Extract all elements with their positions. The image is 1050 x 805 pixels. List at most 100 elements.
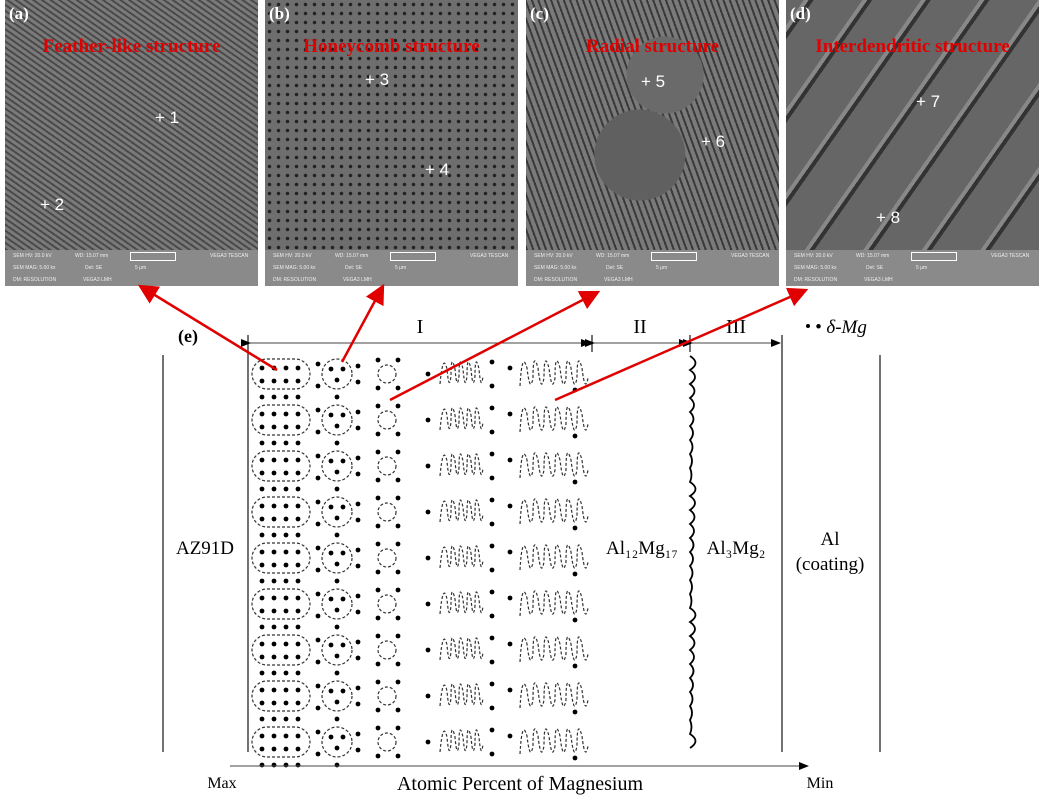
sem-mode: DM: RESOLUTION [534, 277, 578, 283]
sem-info-bar: SEM HV: 20.0 kV WD: 15.07 mm SEM MAG: 5.… [526, 250, 779, 286]
delta-mg-dot [489, 383, 495, 389]
delta-mg-dot [425, 463, 431, 469]
sem-info-bar: SEM HV: 20.0 kV WD: 15.07 mm SEM MAG: 5.… [5, 250, 258, 286]
delta-mg-dot [315, 475, 321, 481]
delta-mg-dot [295, 503, 301, 509]
eutectic-oval [251, 726, 311, 758]
delta-mg-dot [271, 532, 277, 538]
delta-mg-dot [395, 679, 401, 685]
delta-mg-dot [334, 624, 340, 630]
eutectic-oval [251, 542, 311, 574]
delta-mg-dot [489, 567, 495, 573]
delta-mg-dot [395, 385, 401, 391]
arrow-to-c [389, 290, 601, 402]
delta-mg-dot [315, 659, 321, 665]
delta-mg-dot [259, 687, 265, 693]
panel-title: Radial structure [585, 36, 720, 57]
delta-mg-dot [271, 746, 277, 752]
sem-mag: SEM MAG: 5.00 kx [534, 265, 577, 271]
delta-mg-dot [271, 503, 277, 509]
radial-cell [377, 548, 397, 568]
coating-label: (coating) [796, 554, 865, 575]
delta-mg-dot [489, 727, 495, 733]
delta-mg-dot [395, 707, 401, 713]
delta-mg-dot [328, 642, 334, 648]
delta-mg-dot [259, 532, 265, 538]
delta-mg-dot [334, 699, 340, 705]
microstructure-schematic [251, 324, 810, 768]
delta-mg-dot [259, 716, 265, 722]
delta-mg-dot [375, 385, 381, 391]
interdendritic-structure [519, 590, 589, 617]
honeycomb-cell [321, 588, 353, 620]
sem-wd: WD: 15.07 mm [596, 253, 630, 259]
zone-1-label: I [417, 316, 424, 338]
delta-mg-dot [295, 733, 301, 739]
honeycomb-cell [321, 542, 353, 574]
delta-mg-dot [507, 411, 513, 417]
delta-mg-dot [395, 725, 401, 731]
delta-mg-dot [283, 394, 289, 400]
delta-mg-dot [489, 659, 495, 665]
delta-mg-dot [355, 409, 361, 415]
delta-mg-dot [315, 361, 321, 367]
delta-mg-dot [507, 595, 513, 601]
delta-mg-dot [572, 709, 578, 715]
delta-mg-dot [355, 547, 361, 553]
delta-mg-dot [315, 453, 321, 459]
delta-mg-dot [271, 424, 277, 430]
delta-mg-dot [295, 595, 301, 601]
panel-title: Interdendritic structure [815, 36, 1010, 57]
sem-panel-c: (c) Radial structure + 5 + 6 SEM HV: 20.… [526, 0, 779, 286]
delta-mg-dot [271, 700, 277, 706]
delta-mg-dot [355, 731, 361, 737]
delta-mg-dot [489, 475, 495, 481]
delta-mg-dot [328, 550, 334, 556]
delta-mg-dot [489, 635, 495, 641]
radial-cell [377, 686, 397, 706]
delta-mg-dot [271, 670, 277, 676]
delta-mg-dot [489, 521, 495, 527]
sem-scale: 5 μm [395, 265, 407, 271]
panel-e-label: (e) [178, 326, 198, 347]
az91d-label: AZ91D [176, 538, 234, 559]
delta-mg-dot [328, 412, 334, 418]
delta-mg-dot [375, 725, 381, 731]
delta-mg-dot [375, 633, 381, 639]
delta-mg-dot [295, 516, 301, 522]
sem-det: Det: SE [85, 265, 103, 271]
sem-panel-d: (d) Interdendritic structure + 7 + 8 SEM… [786, 0, 1039, 286]
sem-info-bar: SEM HV: 20.0 kV WD: 15.07 mm SEM MAG: 5.… [786, 250, 1039, 286]
delta-mg-dot [340, 734, 346, 740]
delta-mg-dot [271, 578, 277, 584]
delta-mg-dot [315, 683, 321, 689]
sem-mode: DM: RESOLUTION [13, 277, 57, 283]
delta-mg-dot [572, 617, 578, 623]
delta-mg-dot [295, 700, 301, 706]
delta-mg-dot [334, 607, 340, 613]
delta-mg-dot [395, 403, 401, 409]
sem-mode: DM: RESOLUTION [273, 277, 317, 283]
delta-mg-dot [489, 543, 495, 549]
delta-mg-dot [283, 424, 289, 430]
delta-mg-dot [425, 417, 431, 423]
delta-mg-dot [271, 411, 277, 417]
sem-hv: SEM HV: 20.0 kV [273, 253, 312, 259]
delta-mg-dot [283, 762, 289, 768]
eutectic-oval [251, 680, 311, 712]
delta-mg-dot [395, 495, 401, 501]
delta-mg-dot [315, 705, 321, 711]
delta-mg-dot [572, 525, 578, 531]
delta-mg-dot [295, 641, 301, 647]
delta-mg-dot [259, 746, 265, 752]
delta-mg-dot [328, 366, 334, 372]
delta-mg-dot [315, 383, 321, 389]
delta-mg-dot [334, 423, 340, 429]
dendrite [439, 591, 484, 615]
delta-mg-dot [259, 516, 265, 522]
delta-mg-dot [395, 569, 401, 575]
delta-mg-dot [425, 555, 431, 561]
point-marker: + 8 [876, 208, 901, 227]
delta-mg-dot [334, 532, 340, 538]
